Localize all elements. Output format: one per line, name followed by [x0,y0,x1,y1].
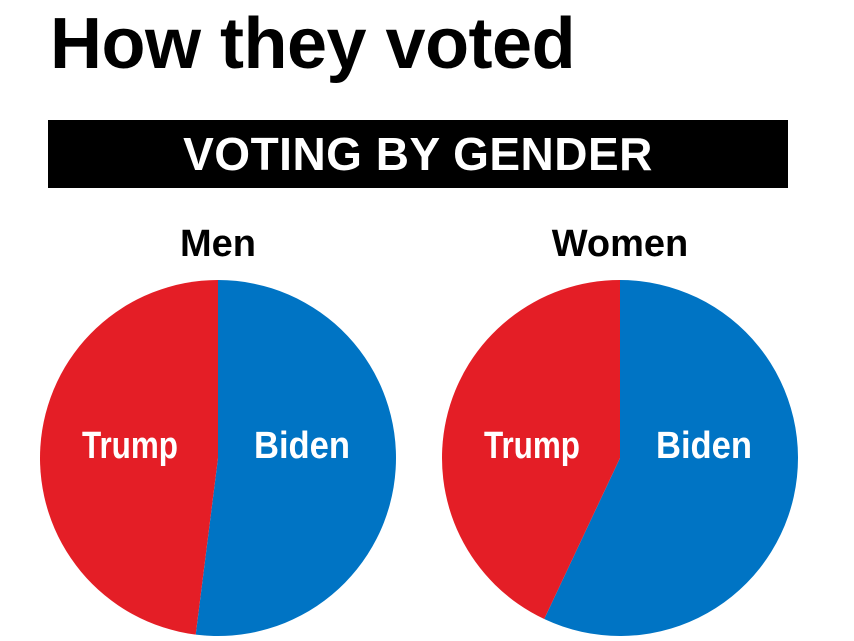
page-title: How they voted [50,4,576,84]
pie-chart-men: Men Trump Biden [38,222,398,638]
section-banner: VOTING BY GENDER [48,120,788,188]
pie-slice-men-biden [195,280,397,636]
pie-svg-women: Trump Biden [442,280,798,636]
pie-slice-women-biden [544,280,798,636]
pie-slice-women-trump [442,280,620,620]
pie-label-women-biden: Biden [656,425,752,467]
pie-title-men: Men [180,223,256,265]
pie-chart-women: Women Trump Biden [440,222,800,638]
pie-label-men-biden: Biden [254,425,350,467]
pie-title-women: Women [551,223,689,265]
pie-label-women-trump: Trump [484,425,580,467]
pie-svg-men: Trump Biden [40,280,397,636]
pie-label-men-trump: Trump [82,425,178,467]
section-banner-label: VOTING BY GENDER [183,128,653,180]
pie-slice-men-trump [40,280,218,635]
